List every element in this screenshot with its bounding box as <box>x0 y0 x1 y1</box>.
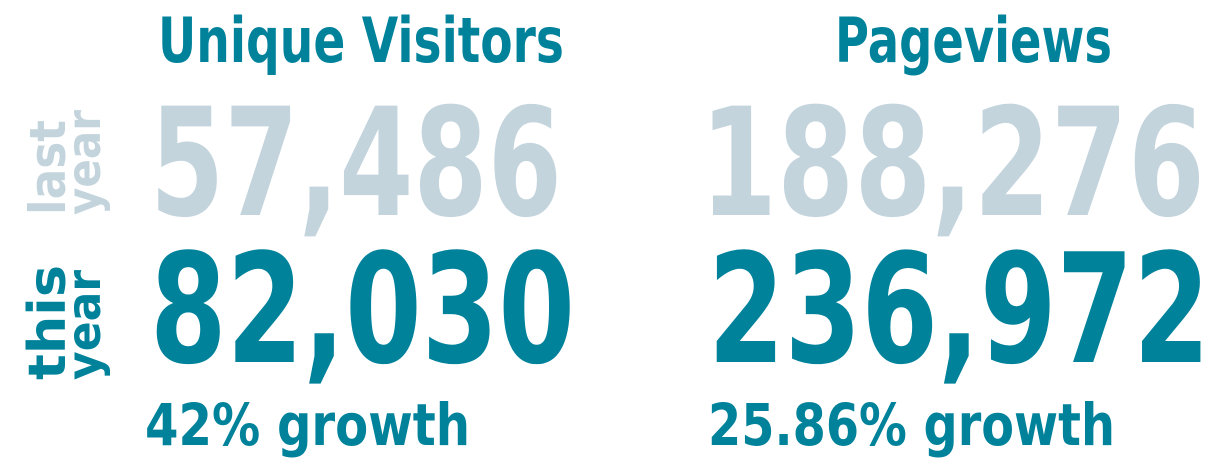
last-year-value: 188,276 <box>700 77 1205 251</box>
row-label: last <box>19 120 77 215</box>
column-title: Unique Visitors <box>158 4 564 77</box>
column-title: Pageviews <box>835 4 1112 77</box>
last-year-value: 57,486 <box>150 77 562 251</box>
row-label: this <box>18 265 78 380</box>
this-year-value: 82,030 <box>150 221 575 398</box>
growth: 25.86% growth <box>708 391 1115 459</box>
this-year-value: 236,972 <box>708 221 1210 398</box>
growth: 42% growth <box>145 391 470 459</box>
row-label: year <box>57 110 111 215</box>
row-label: year <box>57 270 111 380</box>
